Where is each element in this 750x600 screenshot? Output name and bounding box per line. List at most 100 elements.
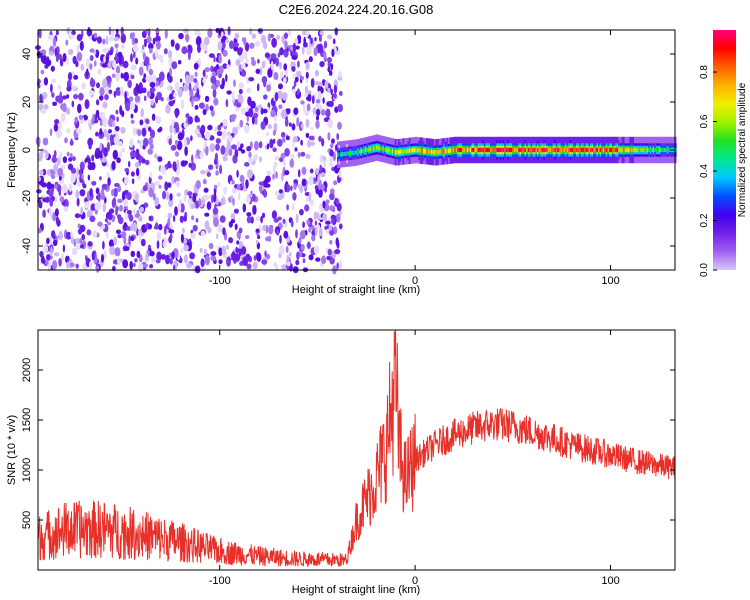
noise-blob [119,55,122,66]
signal-cell [432,150,435,155]
noise-blob [234,148,239,158]
noise-blob [130,171,135,177]
noise-blob [199,247,203,254]
noise-blob [322,79,325,86]
noise-blob [71,247,78,256]
signal-cell [521,147,524,153]
noise-blob [115,109,119,115]
noise-blob [164,225,167,235]
noise-blob [126,226,132,231]
signal-cell [463,147,466,153]
noise-blob [96,82,100,89]
noise-blob [250,56,255,62]
noise-blob [190,135,193,142]
noise-blob [278,189,283,194]
noise-blob [308,135,315,140]
noise-blob [183,138,187,148]
noise-blob [203,248,208,256]
noise-blob [130,151,134,157]
signal-cell [498,147,500,153]
noise-blob [204,255,210,266]
noise-blob [231,91,235,102]
noise-blob [215,143,220,151]
noise-blob [203,187,209,193]
noise-blob [246,146,252,152]
noise-blob [319,164,323,173]
noise-blob [206,201,212,211]
noise-blob [317,174,320,184]
noise-blob [91,180,97,186]
noise-blob [335,237,339,247]
signal-cell [391,149,394,154]
signal-cell [485,147,488,153]
signal-cell [404,149,407,154]
noise-blob [45,150,49,159]
noise-blob [131,36,135,46]
noise-blob [204,74,208,79]
noise-blob [108,36,114,42]
signal-cell [583,147,586,153]
signal-cell [369,147,372,152]
noise-blob [329,193,335,201]
noise-blob [329,149,334,158]
signal-cell [526,147,529,153]
noise-blob [324,186,327,193]
noise-blob [222,63,228,69]
noise-blob [134,161,140,168]
noise-blob [184,146,188,157]
noise-blob [174,81,180,92]
noise-blob [38,151,44,160]
noise-blob [311,95,315,105]
noise-blob [183,83,189,92]
signal-cell [352,150,355,155]
noise-blob [50,246,53,257]
signal-cell [416,148,419,153]
noise-blob [80,206,84,216]
noise-blob [47,34,54,40]
signal-cell [577,147,580,153]
noise-blob [231,251,236,261]
noise-blob [277,138,283,147]
noise-blob [188,162,192,168]
signal-cell [393,149,396,154]
noise-blob [327,87,331,93]
y-tick-label: -40 [21,238,33,254]
noise-blob [141,30,147,39]
noise-blob [203,194,210,201]
noise-blob [285,135,290,141]
noise-blob [52,234,56,240]
noise-blob [148,42,154,50]
noise-blob [336,202,342,212]
noise-blob [180,233,184,244]
noise-blob [241,107,247,116]
colorbar-ticks: 0.0 0.2 0.4 0.6 0.8 [699,65,717,277]
signal-cell [368,147,371,152]
noise-blob [314,185,319,191]
noise-blob [103,55,106,63]
noise-blob [245,196,251,204]
noise-blob [196,149,200,157]
noise-blob [103,147,108,158]
noise-blob [251,115,255,125]
noise-blob [228,237,234,244]
noise-blob [93,32,98,39]
noise-blob [148,223,153,230]
signal-cell [487,147,489,153]
noise-blob [57,95,64,104]
noise-blob [91,154,95,162]
noise-blob [36,189,42,194]
noise-blob [196,88,200,98]
noise-blob [272,173,275,180]
noise-blob [295,229,298,239]
signal-cell [641,147,644,153]
noise-blob [106,162,109,168]
noise-blob [338,170,342,178]
signal-cell [555,147,558,153]
noise-blob [253,112,259,119]
noise-blob [40,49,47,56]
noise-blob [179,78,183,83]
signal-cell [566,147,569,153]
noise-blob [333,92,337,99]
signal-cell [651,147,654,153]
signal-cell [343,151,346,157]
